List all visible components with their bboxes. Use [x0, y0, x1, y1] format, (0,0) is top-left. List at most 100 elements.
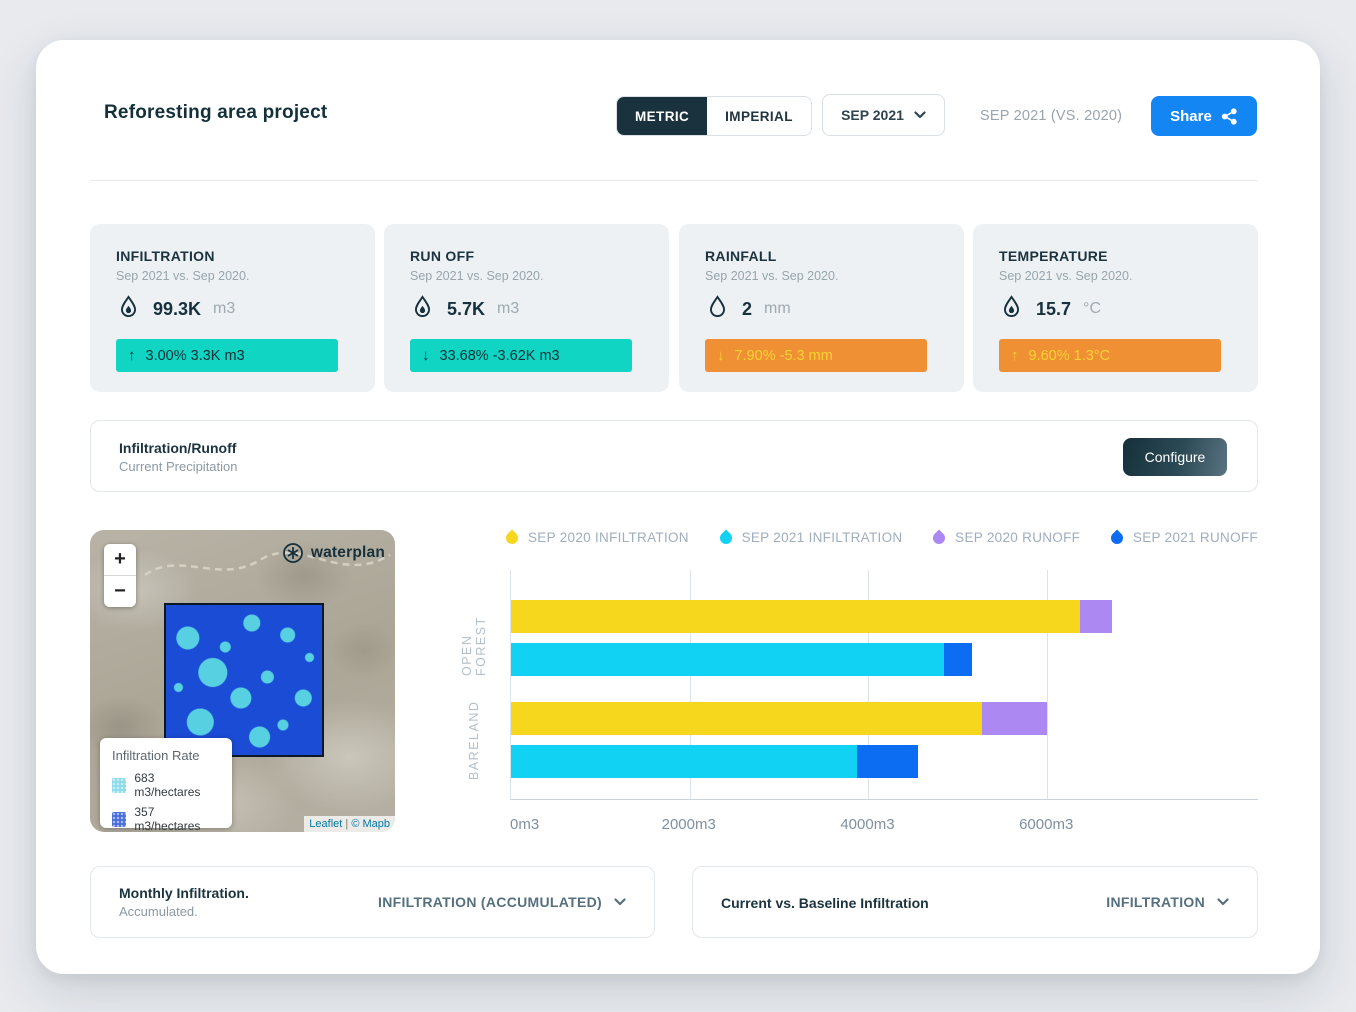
drop-marker-icon	[717, 529, 735, 546]
waterplan-logo-text: waterplan	[310, 544, 385, 561]
x-axis-tick: 6000m3	[1019, 816, 1074, 833]
stat-unit: m3	[497, 300, 520, 317]
stat-delta-badge: ↑ 3.00% 3.3K m3	[116, 339, 338, 372]
legend-item-sep2021-infiltration: SEP 2021 INFILTRATION	[717, 529, 903, 546]
map-zoom-control: + −	[104, 544, 136, 607]
stat-unit: m3	[213, 300, 236, 317]
stat-value: 99.3K	[153, 298, 202, 319]
chevron-down-icon	[614, 898, 626, 906]
bar-row-open-forest-sep-2020[interactable]	[511, 600, 1112, 633]
stat-delta-badge: ↑ 9.60% 1.3°C	[999, 339, 1221, 372]
bar-row-bareland-sep-2020[interactable]	[511, 702, 1048, 735]
stat-delta-text: 7.90% -5.3 mm	[734, 347, 833, 364]
metric-selector-dropdown[interactable]: INFILTRATION	[1106, 867, 1229, 937]
stat-delta-text: 3.00% 3.3K m3	[145, 347, 245, 364]
arrow-down-icon: ↓	[422, 347, 430, 364]
bar-segment-runoff[interactable]	[981, 702, 1048, 735]
water-drop-icon	[116, 294, 141, 324]
mapbox-link[interactable]: © Mapb	[351, 818, 390, 830]
current-vs-baseline-card: Current vs. Baseline Infiltration INFILT…	[692, 866, 1258, 938]
page-title: Reforesting area project	[104, 102, 328, 123]
x-axis-tick: 0m3	[510, 816, 540, 833]
x-axis-tick: 4000m3	[840, 816, 895, 833]
metric-selector-dropdown[interactable]: INFILTRATION (ACCUMULATED)	[378, 867, 626, 937]
waterplan-logo-icon	[282, 542, 304, 564]
header-divider	[90, 180, 1258, 181]
legend-item-sep2020-infiltration: SEP 2020 INFILTRATION	[503, 529, 689, 546]
bar-segment-runoff[interactable]	[1080, 600, 1112, 633]
legend-label: SEP 2021 RUNOFF	[1132, 530, 1258, 545]
stat-value: 15.7	[1036, 298, 1072, 319]
stat-delta-text: 33.68% -3.62K m3	[439, 347, 560, 364]
metric-toggle-button[interactable]: METRIC	[617, 97, 708, 135]
card-title: Monthly Infiltration.	[119, 885, 249, 901]
stat-value: 2	[742, 298, 753, 319]
bar-segment-infiltration[interactable]	[511, 600, 1081, 633]
stat-subtitle: Sep 2021 vs. Sep 2020.	[999, 269, 1133, 283]
map-legend-item: 357 m3/hectares	[112, 805, 220, 832]
leaflet-link[interactable]: Leaflet	[309, 818, 343, 830]
card-title: Current vs. Baseline Infiltration	[721, 895, 929, 911]
stat-subtitle: Sep 2021 vs. Sep 2020.	[705, 269, 839, 283]
arrow-up-icon: ↑	[1011, 347, 1019, 364]
y-axis-label-open-forest: OPEN FOREST	[460, 616, 488, 676]
bar-segment-infiltration[interactable]	[511, 702, 982, 735]
stat-delta-text: 9.60% 1.3°C	[1028, 347, 1111, 364]
arrow-down-icon: ↓	[717, 347, 725, 364]
period-dropdown[interactable]: SEP 2021	[822, 94, 945, 136]
rain-drop-icon	[705, 294, 730, 324]
bar-row-bareland-sep-2021[interactable]	[511, 745, 918, 778]
bar-row-open-forest-sep-2021[interactable]	[511, 643, 973, 676]
bar-segment-infiltration[interactable]	[511, 745, 857, 778]
monthly-infiltration-card: Monthly Infiltration. Accumulated. INFIL…	[90, 866, 655, 938]
stat-card-infiltration: INFILTRATION Sep 2021 vs. Sep 2020. 99.3…	[90, 224, 375, 392]
leaflet-map[interactable]: + − waterplan Infiltration Rate 683 m3/h…	[90, 530, 395, 832]
share-button[interactable]: Share	[1151, 96, 1257, 136]
drop-marker-icon	[1108, 529, 1126, 546]
map-legend-label: 683 m3/hectares	[134, 771, 201, 799]
drop-marker-icon	[503, 529, 521, 546]
gridline	[1047, 570, 1049, 799]
stat-value: 5.7K	[447, 298, 486, 319]
map-legend-title: Infiltration Rate	[112, 748, 200, 763]
legend-item-sep2020-runoff: SEP 2020 RUNOFF	[930, 529, 1081, 546]
bar-segment-runoff[interactable]	[944, 643, 973, 676]
selector-value: INFILTRATION (ACCUMULATED)	[378, 894, 602, 910]
stat-title: RUN OFF	[410, 248, 475, 264]
zoom-in-button[interactable]: +	[104, 544, 136, 575]
x-axis-tick: 2000m3	[661, 816, 716, 833]
legend-label: SEP 2020 INFILTRATION	[528, 530, 689, 545]
stat-card-runoff: RUN OFF Sep 2021 vs. Sep 2020. 5.7K m3 ↓…	[384, 224, 669, 392]
infiltration-high-swatch	[112, 777, 127, 793]
stat-delta-badge: ↓ 33.68% -3.62K m3	[410, 339, 632, 372]
waterplan-logo: waterplan	[282, 542, 385, 564]
stat-subtitle: Sep 2021 vs. Sep 2020.	[116, 269, 250, 283]
infiltration-area-overlay	[164, 603, 324, 757]
bar-segment-infiltration[interactable]	[511, 643, 945, 676]
dashboard-card: Reforesting area project METRIC IMPERIAL…	[36, 40, 1320, 974]
stat-delta-badge: ↓ 7.90% -5.3 mm	[705, 339, 927, 372]
map-legend-label: 357 m3/hectares	[134, 805, 201, 832]
stat-subtitle: Sep 2021 vs. Sep 2020.	[410, 269, 544, 283]
configure-button[interactable]: Configure	[1123, 438, 1227, 476]
chevron-down-icon	[1217, 898, 1229, 906]
x-axis-ticks: 0m3 2000m3 4000m3 6000m3	[510, 816, 1258, 838]
legend-label: SEP 2020 RUNOFF	[955, 530, 1081, 545]
card-subtitle: Accumulated.	[119, 904, 198, 919]
stat-title: TEMPERATURE	[999, 248, 1108, 264]
share-icon	[1221, 107, 1238, 125]
map-legend-item: 683 m3/hectares	[112, 771, 220, 799]
selector-value: INFILTRATION	[1106, 894, 1205, 910]
legend-label: SEP 2021 INFILTRATION	[741, 530, 903, 545]
chart-subtitle: Current Precipitation	[119, 459, 238, 474]
imperial-toggle-button[interactable]: IMPERIAL	[707, 97, 811, 135]
bar-segment-runoff[interactable]	[856, 745, 918, 778]
map-legend: Infiltration Rate 683 m3/hectares 357 m3…	[100, 738, 232, 832]
zoom-out-button[interactable]: −	[104, 576, 136, 607]
legend-item-sep2021-runoff: SEP 2021 RUNOFF	[1108, 529, 1258, 546]
chart-config-bar: Infiltration/Runoff Current Precipitatio…	[90, 420, 1258, 492]
stat-title: RAINFALL	[705, 248, 777, 264]
water-drop-icon	[999, 294, 1024, 324]
share-button-label: Share	[1170, 107, 1212, 125]
stat-unit: °C	[1083, 300, 1101, 317]
